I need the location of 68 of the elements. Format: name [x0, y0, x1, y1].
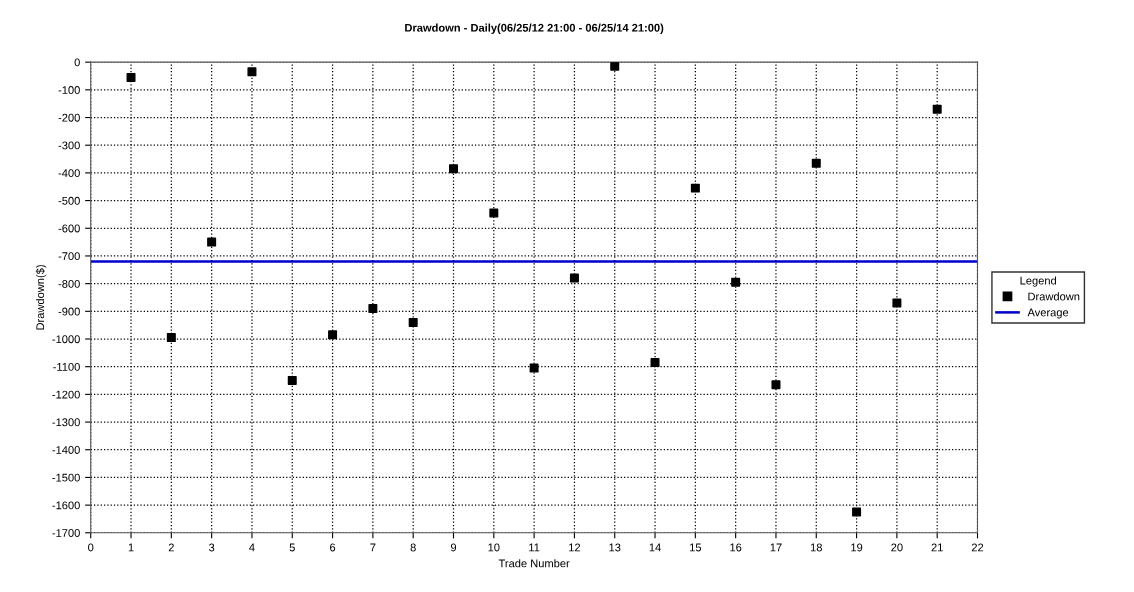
y-tick-label: -300 [58, 141, 80, 150]
x-tick-label: 2 [168, 543, 174, 552]
y-tick-label: -1500 [52, 473, 80, 482]
x-tick-label: 16 [730, 543, 742, 552]
x-tick-label: 15 [690, 543, 702, 552]
x-tick-label: 18 [810, 543, 822, 552]
point [610, 62, 620, 71]
y-tick-label: -1300 [52, 418, 80, 427]
y-tick-label: -100 [58, 86, 80, 94]
x-tick-label: 5 [289, 543, 295, 552]
point [489, 208, 499, 218]
point [892, 298, 902, 308]
point [771, 380, 781, 390]
y-tick-label: 0 [74, 58, 80, 67]
x-tick-label: 12 [569, 543, 581, 552]
y-tick-label: -1700 [52, 529, 80, 537]
point [731, 277, 741, 287]
y-tick-label: -1000 [52, 335, 80, 344]
point [690, 183, 700, 193]
x-tick-label: 8 [410, 543, 416, 552]
y-tick-label: -1400 [52, 446, 80, 454]
x-tick-label: 22 [971, 543, 984, 552]
point [207, 237, 217, 247]
x-tick-label: 0 [88, 543, 94, 552]
y-tick-label: -1200 [52, 390, 80, 399]
x-tick-label: 4 [249, 543, 255, 552]
x-tick-label: 10 [488, 543, 500, 552]
legend-label: Average [1027, 308, 1069, 319]
x-tick-label: 13 [609, 543, 621, 552]
x-tick-label: 6 [330, 543, 336, 552]
point [448, 164, 458, 174]
point [932, 104, 942, 114]
point [408, 317, 418, 327]
x-tick-label: 11 [529, 543, 540, 552]
y-axis-title: Drawdown($) [35, 265, 47, 330]
y-tick-label: -1600 [52, 501, 80, 510]
y-tick-label: -400 [58, 169, 80, 178]
point [328, 330, 338, 340]
x-axis-title: Trade Number [498, 559, 570, 568]
y-tick-label: -700 [58, 252, 80, 261]
y-tick-label: -500 [58, 196, 80, 205]
x-tick-label: 17 [770, 543, 782, 552]
x-tick-label: 19 [851, 543, 863, 552]
x-tick-label: 21 [931, 543, 943, 552]
y-tick-label: -1100 [53, 362, 80, 371]
chart-title: Drawdown - Daily(06/25/12 21:00 - 06/25/14 21:00) [405, 23, 664, 34]
point [166, 333, 176, 343]
x-tick-label: 9 [450, 543, 457, 552]
x-tick-label: 14 [649, 543, 661, 552]
point [852, 507, 862, 517]
x-tick-label: 1 [128, 543, 134, 552]
point [247, 67, 257, 77]
x-tick-label: 3 [208, 543, 215, 552]
point [811, 158, 821, 168]
legend-label: Drawdown [1028, 292, 1080, 301]
point [650, 358, 660, 368]
point [287, 376, 297, 386]
x-tick-label: 7 [370, 543, 376, 552]
point [126, 72, 136, 82]
y-tick-label: -900 [58, 307, 80, 316]
y-tick-label: -600 [58, 224, 80, 233]
legend-title: Legend [1020, 276, 1056, 287]
point [569, 273, 579, 283]
y-tick-label: -800 [58, 279, 80, 288]
point [368, 304, 378, 314]
y-tick-label: -200 [58, 113, 80, 122]
point [529, 363, 539, 373]
x-tick-label: 20 [891, 543, 903, 552]
